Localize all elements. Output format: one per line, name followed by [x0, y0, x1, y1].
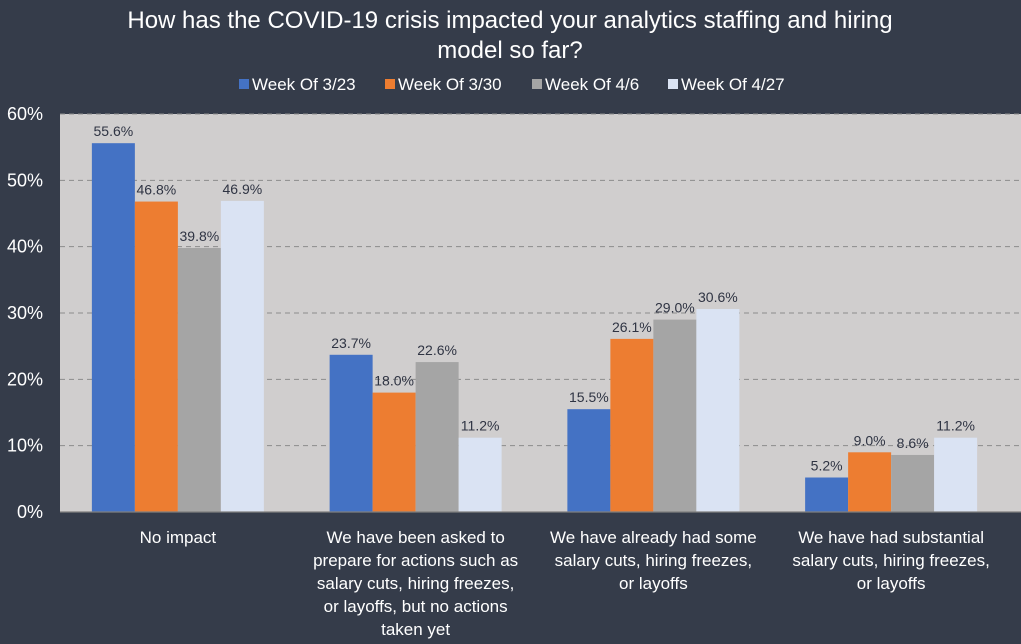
data-label: 46.9%	[223, 181, 263, 197]
x-category-label: or layoffs	[619, 574, 688, 593]
y-tick-label: 30%	[7, 303, 43, 323]
y-tick-label: 0%	[17, 502, 43, 522]
legend-label: Week Of 4/27	[681, 75, 785, 94]
chart-legend: Week Of 3/23 Week Of 3/30 Week Of 4/6 Week …	[239, 75, 785, 94]
data-label: 39.8%	[180, 228, 220, 244]
legend-label: Week Of 3/23	[252, 75, 356, 94]
bar	[610, 338, 654, 512]
data-label: 26.1%	[612, 319, 652, 335]
data-label: 29.0%	[655, 300, 695, 316]
data-label: 11.2%	[936, 418, 975, 434]
data-label: 46.8%	[137, 182, 177, 198]
bar	[848, 452, 892, 512]
y-tick-label: 40%	[7, 237, 43, 257]
bar	[696, 309, 740, 512]
x-category-label: salary cuts, hiring freezes,	[317, 574, 514, 593]
bars: 55.6% 46.8% 39.8% 46.9% 23.7% 18.0%22.6% 11.2%…	[91, 123, 978, 513]
data-label: 22.6%	[417, 342, 457, 358]
x-category-label: We have been asked to	[326, 528, 504, 547]
data-label: 11.2%	[461, 418, 500, 434]
data-label: 30.6%	[698, 289, 738, 305]
x-category-label: or layoffs	[857, 574, 926, 593]
data-label: 5.2%	[811, 458, 843, 474]
data-label: 23.7%	[331, 335, 371, 351]
bar	[458, 437, 502, 512]
legend-label: Week Of 3/30	[398, 75, 502, 94]
chart-title-line-1: How has the COVID-19 crisis impacted you…	[127, 7, 892, 34]
x-category-label: or layoffs, but no actions	[324, 597, 508, 616]
bar	[329, 354, 373, 512]
x-category-label: salary cuts, hiring freezes,	[792, 551, 989, 570]
bar	[91, 143, 135, 513]
data-label: 9.0%	[854, 432, 886, 448]
y-tick-label: 10%	[7, 436, 43, 456]
bar	[415, 362, 459, 512]
bar	[653, 319, 697, 512]
bar	[372, 392, 416, 512]
axes: 0% 10% 20% 30% 40% 50% 60% No impact We have bee…	[7, 104, 1021, 639]
bar	[134, 201, 178, 512]
bar	[567, 409, 611, 512]
y-tick-label: 50%	[7, 170, 43, 190]
bar	[220, 200, 264, 512]
data-label: 15.5%	[569, 389, 609, 405]
bar	[891, 454, 935, 512]
gridlines	[60, 113, 1021, 447]
x-category-label: taken yet	[381, 620, 450, 639]
x-category-label: salary cuts, hiring freezes,	[555, 551, 752, 570]
legend-swatch	[532, 79, 542, 89]
chart-title-line-2: model so far?	[437, 37, 582, 64]
bar	[805, 477, 849, 512]
y-tick-label: 60%	[7, 104, 43, 124]
data-label: 8.6%	[897, 435, 929, 451]
legend-swatch	[385, 79, 395, 89]
legend-swatch	[239, 79, 249, 89]
legend-label: Week Of 4/6	[545, 75, 639, 94]
x-category-label: prepare for actions such as	[313, 551, 518, 570]
x-category-label: We have already had some	[550, 528, 757, 547]
bar	[934, 437, 978, 512]
data-label: 18.0%	[374, 373, 414, 389]
y-tick-label: 20%	[7, 369, 43, 389]
x-category-label: No impact	[140, 528, 217, 547]
bar	[177, 247, 221, 512]
chart-title: How has the COVID-19 crisis impacted you…	[127, 7, 892, 64]
data-label: 55.6%	[94, 123, 134, 139]
legend-swatch	[668, 79, 678, 89]
x-category-label: We have had substantial	[798, 528, 984, 547]
